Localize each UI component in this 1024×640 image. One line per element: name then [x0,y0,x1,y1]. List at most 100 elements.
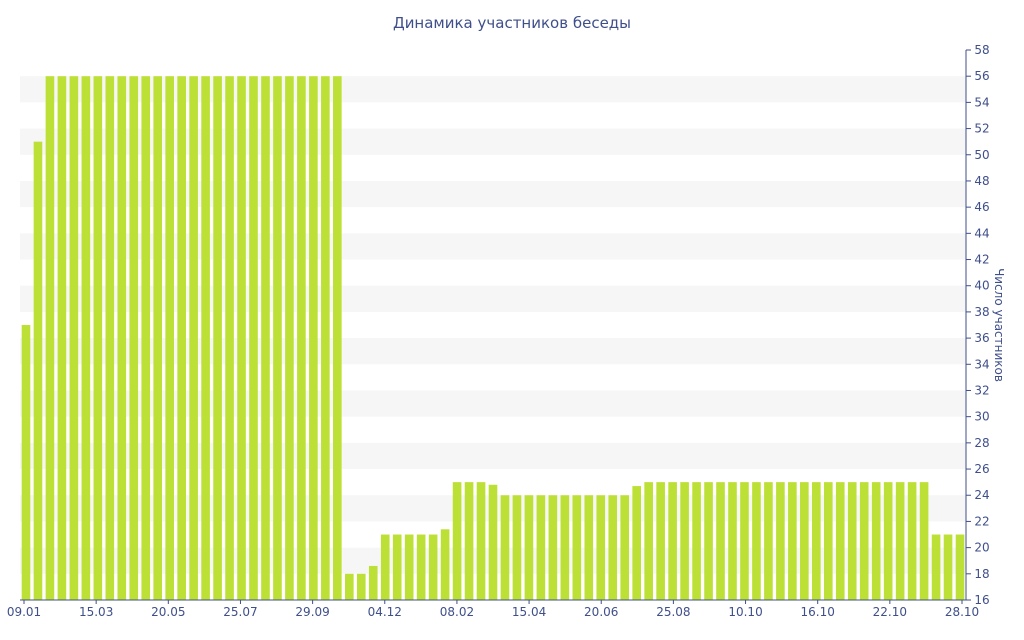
bar [105,76,115,600]
x-tick-label: 28.10 [945,605,979,619]
x-tick-label: 09.01 [7,605,41,619]
bar [668,482,677,600]
y-tick-label: 34 [974,357,989,371]
y-tick-label: 36 [974,331,989,345]
y-tick-label: 50 [974,148,989,162]
bars-group [21,76,965,600]
bar [21,325,31,600]
y-tick-label: 56 [974,69,989,83]
y-tick-label: 20 [974,541,989,555]
y-tick-label: 46 [974,200,989,214]
bar [847,482,857,600]
bar [165,76,174,600]
y-tick-label: 26 [974,462,989,476]
bar [859,482,869,600]
bar [129,76,139,600]
bar [871,482,881,600]
bar [189,76,198,600]
bar [536,495,546,600]
y-tick-label: 18 [974,567,989,581]
y-tick-label: 52 [974,122,989,136]
bar [895,482,905,600]
bar [404,534,414,600]
bar [692,482,701,600]
y-tick-label: 42 [974,253,989,267]
bar [368,565,378,600]
bar [213,76,222,600]
x-tick-label: 25.08 [656,605,690,619]
bar [931,534,941,600]
bar [907,482,917,600]
bar [81,76,91,600]
bar [488,484,498,600]
bar [656,482,665,600]
bar [835,482,845,600]
bar [560,495,570,600]
y-ticks: 16 18 20 22 24 26 28 30 32 34 36 38 40 42 44 46 48 50 52 54… [966,43,990,607]
bar [728,482,737,600]
y-axis-label: Число участников [992,268,1006,382]
bar [153,76,163,600]
y-tick-label: 44 [974,226,989,240]
bar [356,573,366,600]
bar [440,529,450,600]
bar [704,482,713,600]
bar [512,495,522,600]
bar [572,495,582,600]
bar [632,486,642,600]
bar [93,76,103,600]
bar [285,76,294,600]
bar [740,482,749,600]
bar [261,76,270,600]
bar [716,482,725,600]
bar [764,482,773,600]
bar [392,534,402,600]
y-tick-label: 22 [974,514,989,528]
bar [596,495,606,600]
bar [249,76,258,600]
x-tick-label: 22.10 [873,605,907,619]
bar [309,76,318,600]
x-tick-label: 20.06 [584,605,618,619]
y-tick-label: 30 [974,410,989,424]
bar [823,482,833,600]
bar [117,76,127,600]
bar [620,495,630,600]
bar [177,76,186,600]
bar [644,482,653,600]
bar [333,76,342,600]
y-tick-label: 16 [974,593,989,607]
bar [955,534,965,600]
bar [321,76,330,600]
bar [752,482,761,600]
bar [776,482,785,600]
y-tick-label: 58 [974,43,989,57]
bar [416,534,426,600]
x-tick-label: 16.10 [801,605,835,619]
y-tick-label: 32 [974,383,989,397]
bar [680,482,689,600]
x-tick-label: 15.03 [79,605,113,619]
bar [380,534,390,600]
bar [33,141,43,600]
bar [297,76,306,600]
bar [201,76,210,600]
bar [608,495,618,600]
x-tick-label: 04.12 [368,605,402,619]
bar [452,482,462,600]
bar [428,534,438,600]
bar [69,76,79,600]
y-tick-label: 40 [974,279,989,293]
bar [141,76,151,600]
y-tick-label: 38 [974,305,989,319]
x-ticks: 09.01 15.03 20.05 25.07 29.09 04.12 08.02 15.04… [7,600,979,619]
x-tick-label: 08.02 [440,605,474,619]
bar [45,76,55,600]
x-tick-label: 20.05 [151,605,185,619]
bar [225,76,234,600]
bar [584,495,594,600]
bar [548,495,558,600]
bar [800,482,809,600]
bar [237,76,246,600]
